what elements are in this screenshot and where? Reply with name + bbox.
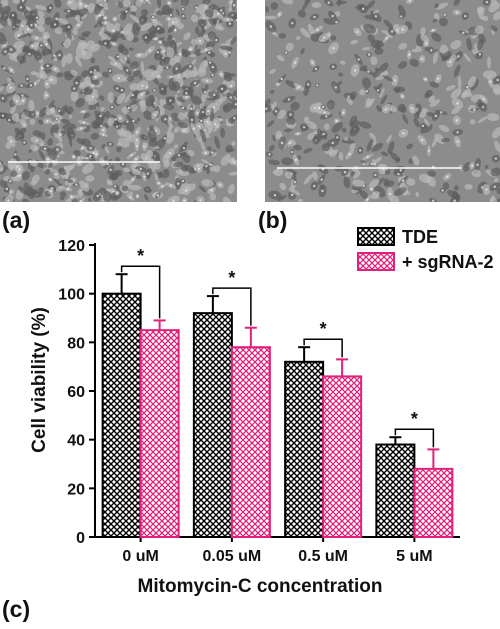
bar-sgrna <box>322 375 363 538</box>
x-tick-label: 5 uM <box>396 548 432 565</box>
significance-marker: * <box>320 319 327 339</box>
x-tick-label: 0.05 uM <box>203 548 262 565</box>
significance-marker: * <box>137 246 144 266</box>
y-tick-label: 20 <box>67 481 85 498</box>
scale-bar-label-a: 400 um <box>77 155 91 160</box>
bar-tde <box>284 360 325 538</box>
significance-bracket <box>212 287 252 326</box>
bar-tde <box>375 443 416 539</box>
legend-swatch-sgrna <box>357 252 395 271</box>
significance-bracket <box>120 265 161 319</box>
x-tick-label: 0 uM <box>122 548 158 565</box>
bar-sgrna <box>413 467 454 538</box>
y-tick-label: 40 <box>67 433 85 450</box>
y-tick-label: 120 <box>58 238 85 255</box>
significance-marker: * <box>228 268 235 288</box>
bar-tde <box>192 312 233 538</box>
bar-chart: 0 20 40 60 80 100 120 0 uM * 0.05 uM * 0.5 uM * 5 uM *… <box>29 227 494 597</box>
y-tick-label: 0 <box>76 530 85 547</box>
significance-bracket <box>394 428 435 448</box>
y-tick-label: 100 <box>58 287 85 304</box>
panel-label-a: (a) <box>2 207 31 233</box>
micrograph-b: 400 um <box>265 0 500 202</box>
scale-bar-label-b: 400 um <box>362 161 376 166</box>
bar-sgrna <box>139 329 180 538</box>
panel-label-b: (b) <box>258 207 288 233</box>
micrograph-a: 400 um <box>0 0 237 202</box>
x-tick-label: 0.5 uM <box>298 548 348 565</box>
legend: TDE + sgRNA-2 <box>357 227 494 272</box>
x-axis-title: Mitomycin-C concentration <box>138 576 383 597</box>
legend-label-sgrna: + sgRNA-2 <box>402 252 494 272</box>
y-tick-label: 80 <box>67 335 85 352</box>
legend-swatch-tde <box>357 227 395 246</box>
panel-label-c: (c) <box>2 596 31 622</box>
bar-sgrna <box>230 346 271 538</box>
y-tick-label: 60 <box>67 384 85 401</box>
legend-label-tde: TDE <box>402 227 438 247</box>
bar-tde <box>101 292 142 538</box>
significance-bracket <box>303 338 343 358</box>
y-axis-title: Cell viability (%) <box>29 307 50 453</box>
significance-marker: * <box>411 409 418 429</box>
